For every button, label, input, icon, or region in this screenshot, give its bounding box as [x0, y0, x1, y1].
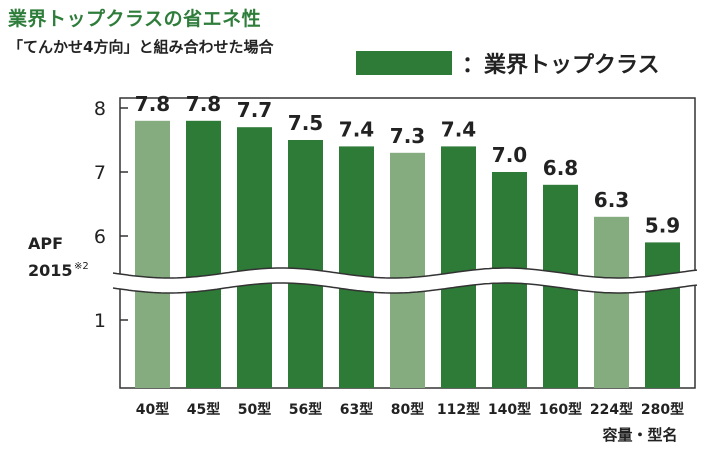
x-tick-label: 112型: [437, 401, 480, 418]
chart-title: 業界トップクラスの省エネ性: [8, 8, 262, 30]
value-label: 7.8: [186, 92, 221, 116]
bar-45型: [186, 120, 221, 389]
value-label: 7.7: [237, 98, 272, 122]
x-tick-label: 160型: [539, 401, 582, 418]
x-tick-labels-layer: 40型 45型 50型 56型 63型 80型 112型 140型 160型 224型 280型: [136, 401, 684, 418]
bar-56型: [288, 140, 323, 388]
value-label: 7.5: [288, 111, 323, 135]
x-tick-label: 224型: [590, 401, 633, 418]
legend-label: ：業界トップクラス: [462, 53, 660, 78]
chart-subtitle: 「てんかせ4方向」と組み合わせた場合: [8, 38, 274, 56]
x-tick-label: 50型: [238, 401, 271, 418]
bar-224型: [594, 216, 629, 388]
x-tick-label: 40型: [136, 401, 169, 418]
bars-layer: [135, 120, 680, 389]
x-axis-label: 容量・型名: [601, 426, 677, 444]
bar-80型: [390, 152, 425, 388]
x-tick-label: 63型: [340, 401, 373, 418]
y-tick-label: 6: [94, 226, 106, 248]
value-label: 6.3: [594, 188, 629, 212]
x-tick-label: 56型: [289, 401, 322, 418]
value-label: 6.8: [543, 156, 578, 180]
x-tick-label: 45型: [187, 401, 220, 418]
y-axis-label-apf: APF: [28, 234, 63, 253]
x-tick-label: 80型: [391, 401, 424, 418]
bar-112型: [441, 146, 476, 388]
bar-280型: [645, 242, 680, 388]
value-label: 7.8: [135, 92, 170, 116]
value-labels-layer: 7.8 7.8 7.7 7.5 7.4 7.3 7.4 7.0 6.8 6.3 5.9: [135, 92, 680, 238]
x-tick-label: 140型: [488, 401, 531, 418]
value-label: 7.4: [441, 117, 476, 141]
value-label: 7.0: [492, 143, 527, 167]
y-tick-label: 8: [94, 98, 106, 120]
axis-break-line-bottom: [112, 282, 698, 294]
bar-63型: [339, 146, 374, 388]
value-label: 5.9: [645, 213, 680, 237]
y-axis-ticks: 8 7 6 1: [94, 98, 128, 332]
x-tick-label: 280型: [641, 401, 684, 418]
bar-40型: [135, 120, 170, 389]
legend: ：業界トップクラス: [356, 46, 660, 80]
y-tick-label: 7: [94, 162, 106, 184]
value-label: 7.3: [390, 124, 425, 148]
bar-50型: [237, 127, 272, 388]
y-tick-label: 1: [94, 310, 106, 332]
y-axis-label-note: ※2: [74, 261, 89, 272]
y-axis-label-2015: 2015: [28, 261, 73, 280]
value-label: 7.4: [339, 117, 374, 141]
axis-break-line-top: [112, 267, 698, 279]
axis-break-band: [113, 268, 697, 293]
legend-swatch: [356, 51, 452, 75]
